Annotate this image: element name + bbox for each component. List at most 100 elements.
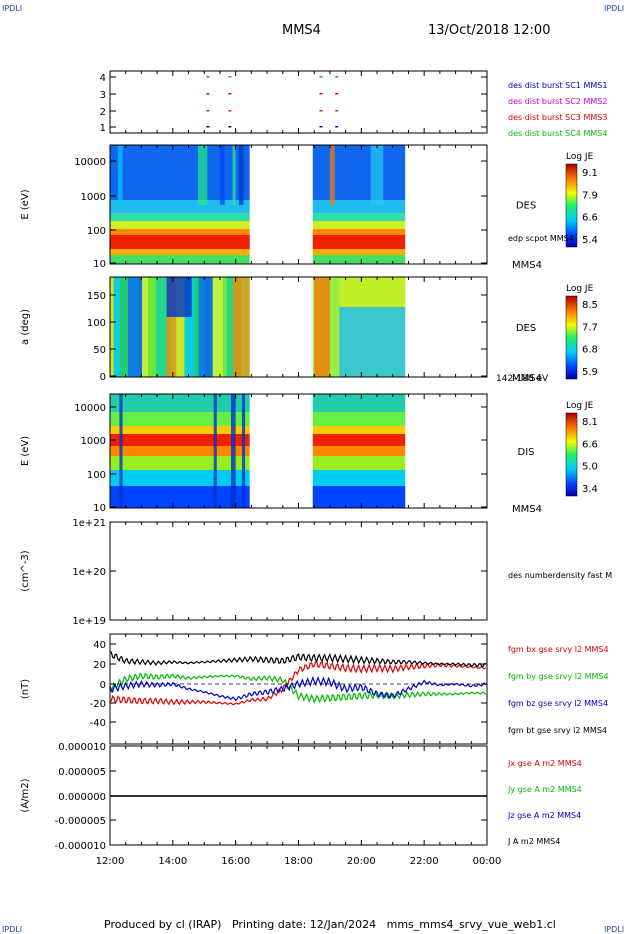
heat-cell <box>232 277 242 377</box>
y-tick-label: 0.000010 <box>58 742 106 753</box>
heat-cell <box>312 470 406 486</box>
burst-marker <box>335 110 339 112</box>
y-tick-label: 100 <box>87 470 106 481</box>
colorbar-title: Log JE <box>566 401 594 411</box>
heat-cell <box>312 426 406 434</box>
heat-cell <box>194 277 199 377</box>
heat-cell <box>339 277 406 307</box>
y-tick-label: 1e+19 <box>72 616 106 627</box>
right-logo: IPDLI <box>604 4 625 13</box>
heat-cell <box>241 277 250 377</box>
y-tick-label: -0.000005 <box>55 816 106 827</box>
heat-cell <box>230 394 236 508</box>
y-axis-label: (nT) <box>20 679 31 699</box>
heat-cell <box>110 412 250 426</box>
heat-cell <box>110 446 250 456</box>
legend-3: des dist burst SC3 MMS3 <box>508 113 607 122</box>
heat-cell <box>110 213 250 221</box>
heat-cell <box>223 277 227 377</box>
colorbar <box>565 412 578 497</box>
y-tick-label: 20 <box>93 660 106 671</box>
legend-1: des dist burst SC1 MMS1 <box>508 81 607 90</box>
y-tick-label: 1e+21 <box>72 518 106 529</box>
heat-cell <box>370 145 384 205</box>
legend-fgm-2: fgm bz gse srvy l2 MMS4 <box>508 699 608 708</box>
heat-cell <box>110 470 250 486</box>
energy-band-label: 142-188 eV <box>496 374 549 384</box>
burst-marker <box>319 76 323 78</box>
heat-cell <box>110 229 250 235</box>
heat-cell <box>110 200 250 213</box>
heat-cell <box>314 277 330 377</box>
heat-cell <box>312 255 406 264</box>
y-tick-label: 50 <box>93 345 106 356</box>
heat-cell <box>110 434 250 446</box>
heat-cell <box>213 394 217 508</box>
instrument-label: DES <box>516 323 536 334</box>
legend-4: des dist burst SC4 MMS4 <box>508 129 607 138</box>
legend-current-0: Jx gse A m2 MMS4 <box>507 759 582 768</box>
heat-cell <box>110 145 250 200</box>
burst-marker <box>228 76 232 78</box>
heat-cell <box>110 221 250 229</box>
y-axis-label: (cm^-3) <box>20 550 31 591</box>
des-energy-heatmap <box>110 145 487 264</box>
y-axis-label: a (deg) <box>20 309 31 345</box>
instrument-label: DES <box>516 201 536 212</box>
page-datetime: 13/Oct/2018 12:00 <box>428 23 551 38</box>
colorbar-tick-label: 6.8 <box>582 345 598 356</box>
burst-marker <box>206 76 210 78</box>
left-logo: IPDLI <box>2 4 23 13</box>
heat-cell <box>138 277 143 377</box>
heat-cell <box>329 145 335 205</box>
heat-cell <box>219 145 225 205</box>
legend-current-2: Jz gse A m2 MMS4 <box>507 811 581 820</box>
burst-marker <box>319 126 323 128</box>
burst-marker <box>335 126 339 128</box>
heat-cell <box>312 229 406 235</box>
legend-fgm-0: fgm bx gse srvy l2 MMS4 <box>508 645 609 654</box>
series-line-0 <box>109 661 487 706</box>
heat-cell <box>312 200 406 213</box>
colorbar-tick-label: 5.9 <box>582 367 598 378</box>
scpot-label: edp scpot MMS4 <box>508 234 574 243</box>
y-tick-label: 1 <box>100 123 106 134</box>
colorbar-title: Log JE <box>566 284 594 294</box>
y-axis-label: E (eV) <box>20 189 31 219</box>
y-tick-label: 1000 <box>81 192 106 203</box>
heat-cell <box>312 145 406 200</box>
x-tick-label: 00:00 <box>473 856 502 867</box>
page-title: MMS4 <box>282 23 321 38</box>
heat-cell <box>226 277 233 377</box>
data-gap <box>405 145 487 264</box>
y-tick-label: 150 <box>87 291 106 302</box>
heat-cell <box>176 277 185 377</box>
heat-cell <box>212 277 224 377</box>
colorbar-tick-label: 8.5 <box>582 300 598 311</box>
data-gap <box>249 394 313 508</box>
data-gap <box>405 277 487 377</box>
heat-cell <box>184 277 195 377</box>
series-line-3 <box>109 651 486 668</box>
colorbar-tick-label: 6.6 <box>582 213 598 224</box>
y-tick-label: 3 <box>100 90 106 101</box>
y-tick-label: -20 <box>90 699 106 710</box>
colorbar <box>565 295 578 380</box>
y-tick-label: 10000 <box>74 157 106 168</box>
colorbar-tick-label: 8.1 <box>582 417 598 428</box>
heat-cell <box>110 249 250 255</box>
burst-marker <box>335 76 339 78</box>
heat-cell <box>166 277 171 377</box>
heat-cell <box>166 277 192 317</box>
heat-cell <box>312 249 406 255</box>
colorbar-tick-label: 5.0 <box>582 462 598 473</box>
heat-cell <box>339 307 406 377</box>
heat-cell <box>110 486 250 508</box>
heat-cell <box>110 394 250 412</box>
y-tick-label: -0.000010 <box>55 841 106 852</box>
y-tick-label: 10000 <box>74 403 106 414</box>
legend-fgm-1: fgm by gse srvy l2 MMS4 <box>508 672 609 681</box>
burst-marker <box>206 93 210 95</box>
heat-cell <box>110 426 250 434</box>
